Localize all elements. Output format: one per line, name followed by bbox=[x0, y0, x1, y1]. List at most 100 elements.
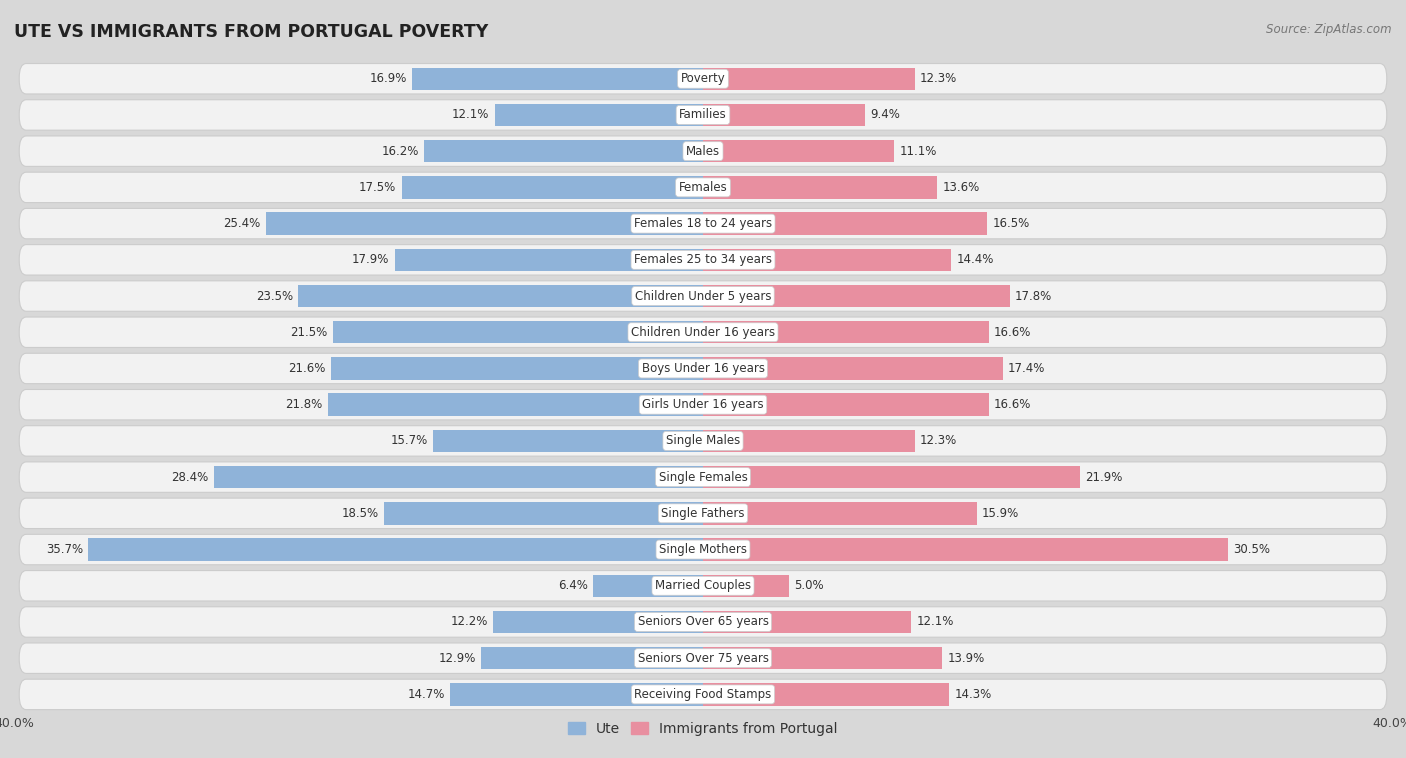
Text: Poverty: Poverty bbox=[681, 72, 725, 85]
FancyBboxPatch shape bbox=[20, 64, 1386, 94]
FancyBboxPatch shape bbox=[20, 643, 1386, 673]
FancyBboxPatch shape bbox=[20, 136, 1386, 167]
Text: Females: Females bbox=[679, 181, 727, 194]
FancyBboxPatch shape bbox=[20, 100, 1386, 130]
Bar bbox=[703, 683, 949, 706]
Text: 12.9%: 12.9% bbox=[439, 652, 475, 665]
Text: 17.5%: 17.5% bbox=[359, 181, 396, 194]
Text: 16.5%: 16.5% bbox=[993, 217, 1029, 230]
Bar bbox=[402, 176, 703, 199]
Bar bbox=[703, 502, 977, 525]
Text: 16.2%: 16.2% bbox=[381, 145, 419, 158]
Text: 15.7%: 15.7% bbox=[391, 434, 427, 447]
Bar bbox=[425, 140, 703, 162]
FancyBboxPatch shape bbox=[20, 353, 1386, 384]
Text: Children Under 5 years: Children Under 5 years bbox=[634, 290, 772, 302]
Bar bbox=[703, 393, 988, 416]
FancyBboxPatch shape bbox=[20, 679, 1386, 709]
Bar bbox=[395, 249, 703, 271]
Text: 21.9%: 21.9% bbox=[1085, 471, 1123, 484]
FancyBboxPatch shape bbox=[20, 280, 1386, 312]
Text: Source: ZipAtlas.com: Source: ZipAtlas.com bbox=[1267, 23, 1392, 36]
Text: 16.9%: 16.9% bbox=[370, 72, 406, 85]
FancyBboxPatch shape bbox=[20, 172, 1386, 202]
Bar bbox=[703, 140, 894, 162]
Bar bbox=[703, 212, 987, 235]
Bar bbox=[433, 430, 703, 452]
Text: 21.5%: 21.5% bbox=[290, 326, 328, 339]
Text: 16.6%: 16.6% bbox=[994, 398, 1032, 411]
Text: Single Males: Single Males bbox=[666, 434, 740, 447]
Text: 17.9%: 17.9% bbox=[352, 253, 389, 266]
Text: 15.9%: 15.9% bbox=[981, 507, 1019, 520]
Bar bbox=[481, 647, 703, 669]
Text: 5.0%: 5.0% bbox=[794, 579, 824, 592]
Text: Married Couples: Married Couples bbox=[655, 579, 751, 592]
Text: 28.4%: 28.4% bbox=[172, 471, 208, 484]
Text: 30.5%: 30.5% bbox=[1233, 543, 1271, 556]
Text: 25.4%: 25.4% bbox=[224, 217, 260, 230]
Text: 18.5%: 18.5% bbox=[342, 507, 380, 520]
Text: Children Under 16 years: Children Under 16 years bbox=[631, 326, 775, 339]
Bar bbox=[703, 285, 1010, 307]
Bar bbox=[703, 575, 789, 597]
Text: 16.6%: 16.6% bbox=[994, 326, 1032, 339]
Text: 12.1%: 12.1% bbox=[453, 108, 489, 121]
Text: Seniors Over 75 years: Seniors Over 75 years bbox=[637, 652, 769, 665]
FancyBboxPatch shape bbox=[20, 534, 1386, 565]
Bar bbox=[703, 430, 915, 452]
Text: 12.1%: 12.1% bbox=[917, 615, 953, 628]
Text: 14.3%: 14.3% bbox=[955, 688, 991, 701]
Bar bbox=[703, 67, 915, 90]
Text: 12.3%: 12.3% bbox=[920, 434, 957, 447]
Legend: Ute, Immigrants from Portugal: Ute, Immigrants from Portugal bbox=[562, 716, 844, 741]
Text: Males: Males bbox=[686, 145, 720, 158]
FancyBboxPatch shape bbox=[20, 390, 1386, 420]
Text: Girls Under 16 years: Girls Under 16 years bbox=[643, 398, 763, 411]
Bar bbox=[412, 67, 703, 90]
Text: 14.7%: 14.7% bbox=[408, 688, 444, 701]
Text: 9.4%: 9.4% bbox=[870, 108, 900, 121]
Text: 21.8%: 21.8% bbox=[285, 398, 322, 411]
FancyBboxPatch shape bbox=[20, 498, 1386, 528]
Text: 17.8%: 17.8% bbox=[1015, 290, 1052, 302]
Bar bbox=[450, 683, 703, 706]
Bar bbox=[330, 357, 703, 380]
Text: 35.7%: 35.7% bbox=[46, 543, 83, 556]
Bar bbox=[703, 538, 1229, 561]
Bar bbox=[384, 502, 703, 525]
Text: Single Mothers: Single Mothers bbox=[659, 543, 747, 556]
Bar bbox=[703, 321, 988, 343]
Bar bbox=[495, 104, 703, 126]
FancyBboxPatch shape bbox=[20, 606, 1386, 637]
FancyBboxPatch shape bbox=[20, 426, 1386, 456]
Bar bbox=[703, 104, 865, 126]
FancyBboxPatch shape bbox=[20, 208, 1386, 239]
Bar bbox=[214, 466, 703, 488]
Text: Boys Under 16 years: Boys Under 16 years bbox=[641, 362, 765, 375]
Text: 11.1%: 11.1% bbox=[900, 145, 936, 158]
Text: 14.4%: 14.4% bbox=[956, 253, 994, 266]
Text: 17.4%: 17.4% bbox=[1008, 362, 1045, 375]
FancyBboxPatch shape bbox=[20, 571, 1386, 601]
Bar bbox=[703, 357, 1002, 380]
Bar bbox=[703, 466, 1080, 488]
Text: 12.2%: 12.2% bbox=[450, 615, 488, 628]
Bar bbox=[703, 176, 938, 199]
Text: 12.3%: 12.3% bbox=[920, 72, 957, 85]
Bar bbox=[89, 538, 703, 561]
Text: Single Females: Single Females bbox=[658, 471, 748, 484]
Text: UTE VS IMMIGRANTS FROM PORTUGAL POVERTY: UTE VS IMMIGRANTS FROM PORTUGAL POVERTY bbox=[14, 23, 488, 41]
Text: Receiving Food Stamps: Receiving Food Stamps bbox=[634, 688, 772, 701]
Bar bbox=[593, 575, 703, 597]
Text: Single Fathers: Single Fathers bbox=[661, 507, 745, 520]
Text: 23.5%: 23.5% bbox=[256, 290, 292, 302]
Bar bbox=[266, 212, 703, 235]
Text: Females 18 to 24 years: Females 18 to 24 years bbox=[634, 217, 772, 230]
Text: Families: Families bbox=[679, 108, 727, 121]
Text: 13.6%: 13.6% bbox=[942, 181, 980, 194]
Bar bbox=[328, 393, 703, 416]
Text: Females 25 to 34 years: Females 25 to 34 years bbox=[634, 253, 772, 266]
Text: 6.4%: 6.4% bbox=[558, 579, 588, 592]
Text: 13.9%: 13.9% bbox=[948, 652, 984, 665]
